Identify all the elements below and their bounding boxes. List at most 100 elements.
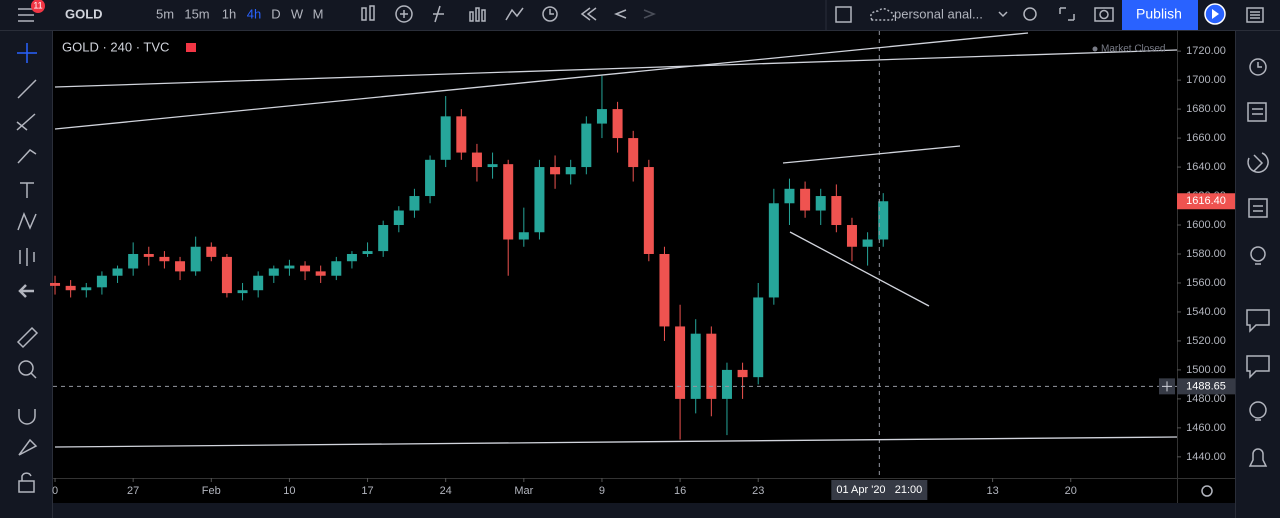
interval[interactable]: 4h xyxy=(247,6,261,21)
price-label: 1460.00 xyxy=(1186,422,1226,434)
candle-body xyxy=(221,256,232,294)
candle-body xyxy=(753,297,764,378)
candle-body xyxy=(346,253,357,262)
candle-body xyxy=(456,116,467,153)
candle-body xyxy=(518,232,529,240)
last-price-label: 1616.40 xyxy=(1186,195,1226,207)
dropdown-arrow[interactable] xyxy=(998,11,1008,18)
symbol[interactable]: GOLD xyxy=(65,6,103,21)
interval[interactable]: W xyxy=(291,6,304,21)
candle-body xyxy=(143,253,154,257)
candle-body xyxy=(175,261,186,272)
interval[interactable]: M xyxy=(313,6,324,21)
trend-lines xyxy=(54,32,1178,448)
time-label: 10 xyxy=(283,485,295,497)
candle-body xyxy=(268,268,279,276)
candle-body xyxy=(81,287,92,291)
top-toolbar xyxy=(0,0,1280,30)
price-label: 1500.00 xyxy=(1186,364,1226,376)
interval[interactable]: D xyxy=(271,6,280,21)
plus-icon xyxy=(1162,381,1172,392)
candle-body xyxy=(800,188,811,211)
time-label: 0 xyxy=(52,485,58,497)
candle-body xyxy=(737,369,748,378)
publish-button[interactable] xyxy=(1122,0,1198,30)
price-label: 1480.00 xyxy=(1186,393,1226,405)
badge xyxy=(31,0,45,13)
candle-body xyxy=(409,196,420,211)
candle-body xyxy=(315,271,326,276)
interval[interactable]: 15m xyxy=(184,6,209,21)
price-label: 1540.00 xyxy=(1186,306,1226,318)
candle-body xyxy=(112,268,123,276)
candle-body xyxy=(440,116,451,160)
candle-body xyxy=(487,164,498,168)
time-label: 24 xyxy=(440,485,452,497)
time-label: Feb xyxy=(202,485,221,497)
candle-body xyxy=(393,210,404,226)
settings-icon[interactable] xyxy=(1201,485,1213,497)
candle-body xyxy=(425,159,436,197)
drawing-tools[interactable] xyxy=(16,43,39,493)
time-label: 27 xyxy=(127,485,139,497)
play-icon xyxy=(1212,9,1219,19)
candle-body xyxy=(878,201,889,240)
candle-body xyxy=(565,167,576,175)
candle-body xyxy=(596,109,607,124)
candle-body xyxy=(190,246,201,272)
menu-button[interactable] xyxy=(18,8,34,22)
publish-label[interactable]: Publish xyxy=(1136,6,1182,22)
price-label: 1680.00 xyxy=(1186,103,1226,115)
candle-body xyxy=(331,261,342,276)
candle-body xyxy=(284,265,295,269)
candle-body xyxy=(862,239,873,247)
bottom-bar xyxy=(53,503,1235,518)
time-label: 13 xyxy=(986,485,998,497)
right-sidebar xyxy=(1236,31,1280,518)
flag[interactable] xyxy=(186,43,196,52)
time-label: 9 xyxy=(599,485,605,497)
crosshair-time-label: 01 Apr '20 21:00 xyxy=(836,484,922,496)
left-toolbar xyxy=(0,31,52,518)
interval[interactable]: 1h xyxy=(222,6,236,21)
crosshair-time-box xyxy=(831,480,928,500)
candle-body xyxy=(253,275,264,291)
toolbar-icons[interactable] xyxy=(361,5,1114,23)
candle-body xyxy=(768,203,779,298)
time-label: 23 xyxy=(752,485,764,497)
chart-title: GOLD · 240 · TVC xyxy=(62,39,169,54)
candle-body xyxy=(628,138,639,168)
candle-body xyxy=(503,164,514,240)
candle-body xyxy=(612,109,623,139)
price-label: 1720.00 xyxy=(1186,45,1226,57)
candle-body xyxy=(846,225,857,247)
price-label: 1660.00 xyxy=(1186,132,1226,144)
status-dot xyxy=(1092,46,1098,52)
price-label: 1440.00 xyxy=(1186,451,1226,463)
layout-name[interactable]: personal anal... xyxy=(894,6,983,21)
candle-body xyxy=(721,369,732,399)
price-label: 1560.00 xyxy=(1186,277,1226,289)
price-label: 1600.00 xyxy=(1186,219,1226,231)
candle-body xyxy=(237,290,248,294)
time-label: Mar xyxy=(514,485,533,497)
last-price-box xyxy=(1177,193,1235,210)
candle-body xyxy=(831,196,842,226)
market-status: Market Closed xyxy=(1101,44,1165,55)
sidebar-icons[interactable] xyxy=(1246,7,1270,467)
candle-body xyxy=(128,253,139,269)
candle-body xyxy=(784,188,795,204)
price-label: 1520.00 xyxy=(1186,335,1226,347)
candle-body xyxy=(50,282,61,286)
interval[interactable]: 5m xyxy=(156,6,174,21)
crosshair-price-label: 1488.65 xyxy=(1186,380,1226,392)
candle-body xyxy=(581,123,592,168)
candle-body xyxy=(362,251,373,254)
candle-body xyxy=(159,256,170,262)
price-label: 1580.00 xyxy=(1186,248,1226,260)
price-label: 1700.00 xyxy=(1186,74,1226,86)
candle-body xyxy=(65,285,76,291)
candle-body xyxy=(675,326,686,399)
crosshair-price-box xyxy=(1177,378,1235,395)
